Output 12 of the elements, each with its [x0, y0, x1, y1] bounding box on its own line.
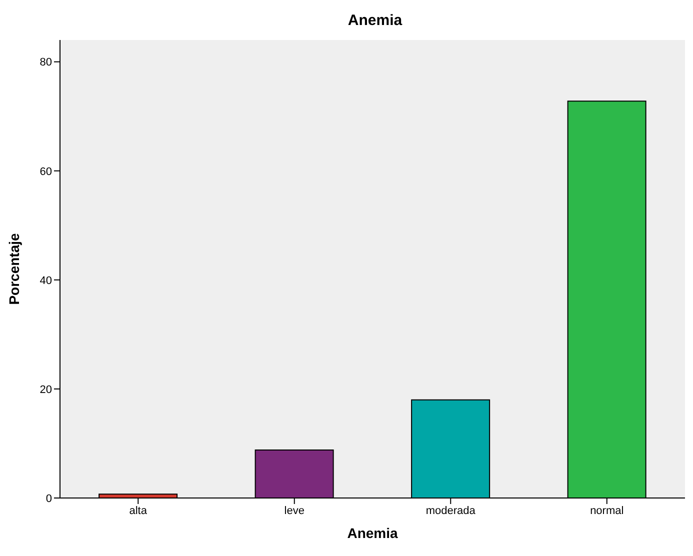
- x-tick-label: normal: [590, 504, 624, 517]
- x-axis-title: Anemia: [347, 525, 398, 541]
- x-tick-label: leve: [284, 504, 304, 517]
- y-tick-label: 60: [40, 166, 52, 178]
- y-tick-label: 80: [40, 56, 52, 69]
- y-tick-label: 20: [40, 384, 52, 396]
- chart-title: Anemia: [346, 12, 404, 29]
- x-tick-label: moderada: [426, 504, 476, 517]
- y-axis-title: Porcentaje: [6, 232, 22, 305]
- y-tick-label: 0: [46, 492, 52, 505]
- x-tick-label: alta: [129, 504, 148, 517]
- y-tick-label: 40: [40, 274, 52, 287]
